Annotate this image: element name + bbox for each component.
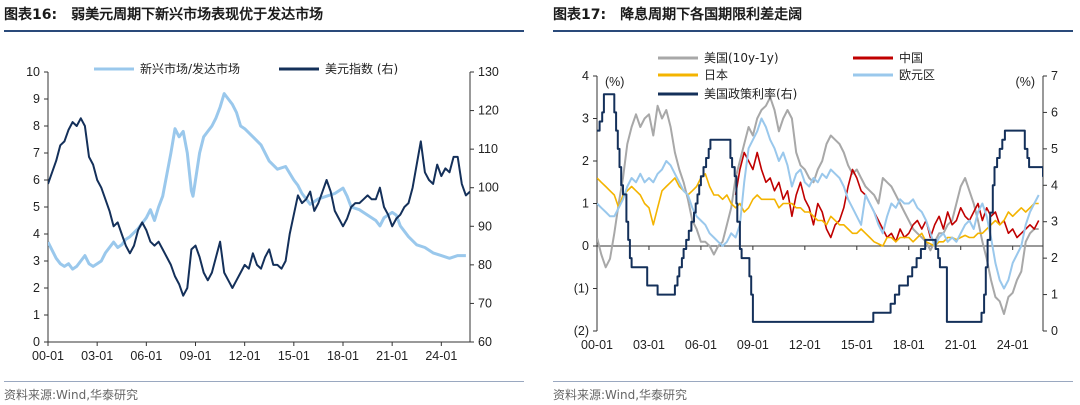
source-note: 资料来源:Wind,华泰研究 xyxy=(553,388,688,402)
y-unit-left: (%) xyxy=(605,75,624,89)
y-tick-label-right: 7 xyxy=(1051,69,1058,83)
y-tick-label-left: 5 xyxy=(33,200,40,214)
legend-label: 新兴市场/发达市场 xyxy=(140,61,240,76)
series-line-1 xyxy=(597,96,1039,315)
x-tick-label: 15-01 xyxy=(841,338,873,352)
chart-title: 图表17: 降息周期下各国期限利差走阔 xyxy=(553,2,1073,28)
y-tick-label-left: 10 xyxy=(26,65,40,79)
y-tick-label-right: 0 xyxy=(1051,324,1058,338)
y-tick-label-right: 80 xyxy=(478,258,492,272)
y-tick-label-left: 9 xyxy=(33,92,40,106)
y-tick-label-left: 8 xyxy=(33,119,40,133)
y-tick-label-right: 60 xyxy=(478,335,492,349)
x-tick-label: 00-01 xyxy=(32,349,64,363)
x-tick-label: 09-01 xyxy=(737,338,769,352)
panel-left: 图表16: 弱美元周期下新兴市场表现优于发达市场 0 1 2 3 4 5 6 7 8 9 10 60 70… xyxy=(4,0,529,405)
x-tick-label: 06-01 xyxy=(685,338,717,352)
y-tick-label-left: 0 xyxy=(582,239,589,253)
y-tick-label-left: 3 xyxy=(33,254,40,268)
y-tick-label-left: 0 xyxy=(33,335,40,349)
legend-label: 欧元区 xyxy=(899,68,935,82)
y-tick-label-left: 4 xyxy=(33,227,40,241)
legend-label: 日本 xyxy=(704,68,728,82)
panel-right: 图表17: 降息周期下各国期限利差走阔 (2) (1) 0 1 2 3 4 0 1 2 3 4 5 6 7 00… xyxy=(553,0,1078,405)
chart-title-label: 图表17: xyxy=(553,7,607,23)
x-tick-label: 24-01 xyxy=(425,349,457,363)
y-tick-label-right: 6 xyxy=(1051,105,1058,119)
y-tick-label-right: 70 xyxy=(478,296,492,310)
y-tick-label-right: 120 xyxy=(478,104,499,118)
y-tick-label-right: 3 xyxy=(1051,215,1058,229)
y-unit-right: (%) xyxy=(1016,75,1035,89)
x-tick-label: 00-01 xyxy=(581,338,613,352)
x-tick-label: 24-01 xyxy=(997,338,1029,352)
x-tick-label: 12-01 xyxy=(229,349,261,363)
x-tick-label: 18-01 xyxy=(893,338,925,352)
y-tick-label-right: 100 xyxy=(478,181,499,195)
chart-title-text: 弱美元周期下新兴市场表现优于发达市场 xyxy=(71,7,324,23)
y-tick-label-left: 6 xyxy=(33,173,40,187)
title-rule xyxy=(4,30,524,32)
x-tick-label: 18-01 xyxy=(327,349,359,363)
legend-label: 美元指数 (右) xyxy=(325,61,398,76)
series-line-3 xyxy=(597,173,1039,247)
source-rule xyxy=(4,381,524,382)
x-tick-label: 09-01 xyxy=(180,349,212,363)
y-tick-label-right: 2 xyxy=(1051,251,1058,265)
x-tick-label: 12-01 xyxy=(789,338,821,352)
y-tick-label-left: 2 xyxy=(582,154,589,168)
x-tick-label: 21-01 xyxy=(945,338,977,352)
chart-title-text: 降息周期下各国期限利差走阔 xyxy=(620,7,803,23)
y-tick-label-left: 3 xyxy=(582,112,589,126)
y-tick-label-right: 4 xyxy=(1051,178,1058,192)
legend-label: 中国 xyxy=(899,50,923,65)
x-tick-label: 03-01 xyxy=(633,338,665,352)
y-tick-label-right: 110 xyxy=(478,142,498,156)
legend-label: 美国政策利率(右) xyxy=(704,86,797,101)
x-tick-label: 03-01 xyxy=(81,349,113,363)
title-rule xyxy=(553,30,1073,32)
x-tick-label: 21-01 xyxy=(376,349,408,363)
y-tick-label-left: (1) xyxy=(574,282,589,296)
series-line-2 xyxy=(48,117,470,297)
y-tick-label-left: (2) xyxy=(574,324,589,338)
chart-right: (2) (1) 0 1 2 3 4 0 1 2 3 4 5 6 7 00-01 03-01 06-01 09-01 1… xyxy=(574,50,1058,352)
y-tick-label-left: 1 xyxy=(33,308,40,322)
y-tick-label-left: 2 xyxy=(33,281,40,295)
source-rule xyxy=(553,381,1073,382)
x-tick-label: 06-01 xyxy=(130,349,162,363)
y-tick-label-right: 1 xyxy=(1051,288,1058,302)
x-tick-label: 15-01 xyxy=(278,349,310,363)
legend-label: 美国(10y-1y) xyxy=(704,51,779,65)
y-tick-label-right: 5 xyxy=(1051,142,1058,156)
y-tick-label-left: 1 xyxy=(582,197,589,211)
chart-title: 图表16: 弱美元周期下新兴市场表现优于发达市场 xyxy=(4,2,524,28)
series-line-1 xyxy=(48,92,466,271)
y-tick-label-right: 90 xyxy=(478,219,492,233)
chart-left: 0 1 2 3 4 5 6 7 8 9 10 60 70 80 90 100 110 120 130 00-01 03-… xyxy=(26,61,499,363)
series-line-5 xyxy=(597,93,1043,323)
source-note: 资料来源:Wind,华泰研究 xyxy=(4,388,139,402)
chart-title-label: 图表16: xyxy=(4,7,58,23)
series-line-4 xyxy=(597,117,1040,290)
y-tick-label-left: 7 xyxy=(33,146,40,160)
y-tick-label-left: 4 xyxy=(582,69,589,83)
y-tick-label-right: 130 xyxy=(478,65,499,79)
